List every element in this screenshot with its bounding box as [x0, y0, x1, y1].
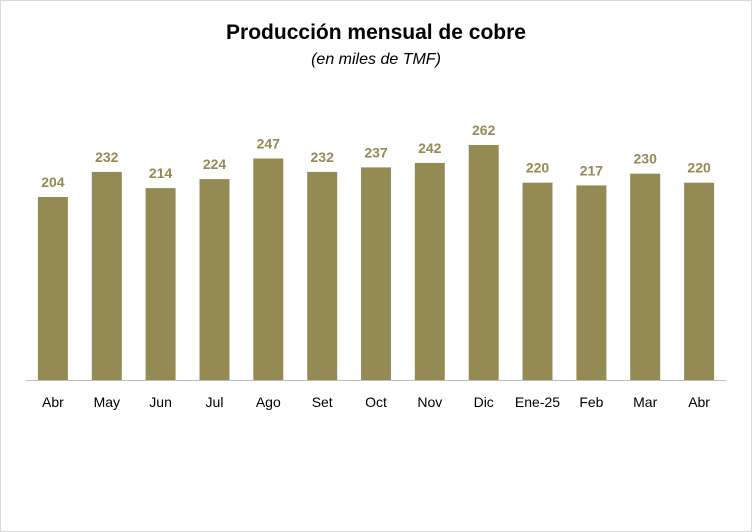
- bar-11: [630, 173, 661, 380]
- x-tick-label-5: Set: [312, 394, 333, 410]
- x-tick-label-2: Jun: [149, 394, 172, 410]
- x-tick-label-6: Oct: [365, 394, 387, 410]
- x-tick-label-10: Feb: [579, 394, 603, 410]
- bar-9: [522, 182, 553, 380]
- value-label-2: 214: [149, 165, 173, 181]
- bar-7: [414, 162, 445, 380]
- bar-6: [361, 167, 391, 380]
- value-label-group: 204 232 214 224 247 232 237 242 262 220 217 230 220: [41, 122, 711, 190]
- bar-12: [684, 182, 715, 380]
- chart-subtitle: (en miles de TMF): [311, 51, 441, 68]
- x-tick-label-1: May: [94, 394, 120, 410]
- value-label-4: 247: [257, 136, 281, 152]
- value-label-10: 217: [580, 162, 604, 178]
- bar-2: [145, 188, 176, 380]
- bar-4: [253, 158, 284, 380]
- value-label-11: 230: [634, 151, 658, 167]
- value-label-12: 220: [687, 160, 711, 176]
- bar-group: [37, 145, 715, 380]
- value-label-8: 262: [472, 122, 496, 138]
- value-label-9: 220: [526, 160, 550, 176]
- bar-3: [199, 179, 230, 380]
- value-label-1: 232: [95, 149, 119, 165]
- x-tick-label-11: Mar: [633, 394, 657, 410]
- x-tick-label-0: Abr: [42, 394, 64, 410]
- x-tick-label-group: Abr May Jun Jul Ago Set Oct Nov Dic Ene-25 Feb Mar A…: [42, 394, 710, 410]
- x-tick-label-7: Nov: [417, 394, 442, 410]
- bar-1: [91, 171, 122, 380]
- bar-8: [468, 145, 499, 380]
- x-tick-label-3: Jul: [206, 394, 224, 410]
- x-tick-label-12: Abr: [688, 394, 710, 410]
- value-label-6: 237: [364, 144, 388, 160]
- value-label-7: 242: [418, 140, 442, 156]
- value-label-5: 232: [311, 149, 335, 165]
- bar-0: [37, 197, 68, 380]
- bar-10: [576, 185, 607, 380]
- chart-title: Producción mensual de cobre: [226, 21, 526, 44]
- x-tick-label-8: Dic: [474, 394, 494, 410]
- value-label-3: 224: [203, 156, 227, 172]
- value-label-0: 204: [41, 174, 65, 190]
- x-tick-label-4: Ago: [256, 394, 281, 410]
- bar-5: [307, 171, 338, 380]
- x-tick-label-9: Ene-25: [515, 394, 560, 410]
